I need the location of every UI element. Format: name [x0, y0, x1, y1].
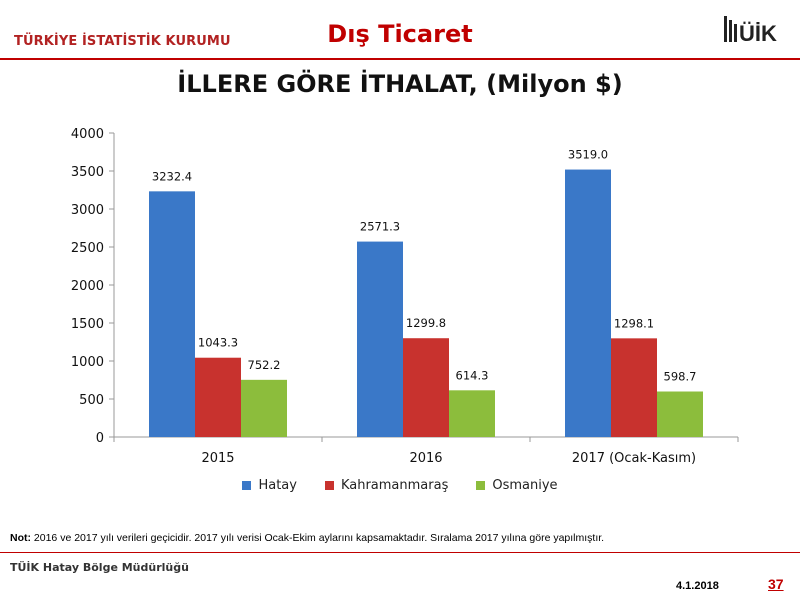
legend-label-osmaniye: Osmaniye: [492, 478, 558, 493]
y-tick-label: 1500: [71, 317, 104, 332]
legend-item-kahramanmaras: Kahramanmaraş: [324, 478, 449, 493]
bar-hatay: [565, 169, 611, 437]
header-divider: [0, 58, 800, 60]
bar-kahramanmaraş: [403, 338, 449, 437]
y-tick-label: 4000: [71, 127, 104, 142]
y-tick-label: 0: [96, 431, 104, 446]
bar-kahramanmaraş: [611, 338, 657, 437]
page-number: 37: [768, 576, 784, 592]
legend-item-osmaniye: Osmaniye: [476, 478, 558, 493]
legend-label-hatay: Hatay: [258, 478, 297, 493]
section-title: Dış Ticaret: [327, 20, 473, 48]
legend: Hatay Kahramanmaraş Osmaniye: [0, 478, 800, 493]
data-label: 3232.4: [152, 169, 192, 183]
data-label: 2571.3: [360, 220, 400, 234]
legend-swatch-kahramanmaras: [324, 481, 334, 490]
y-tick-label: 2000: [71, 279, 104, 294]
y-tick-label: 3000: [71, 203, 104, 218]
svg-text:ÜİK: ÜİK: [739, 21, 777, 46]
bar-osmaniye: [241, 379, 287, 437]
data-label: 614.3: [456, 368, 489, 382]
footer-divider: [0, 552, 800, 553]
y-tick-label: 3500: [71, 165, 104, 180]
bar-hatay: [149, 191, 195, 437]
bar-osmaniye: [657, 391, 703, 437]
organization-name: TÜRKİYE İSTATİSTİK KURUMU: [14, 34, 231, 49]
data-label: 752.2: [248, 358, 281, 372]
data-label: 1299.8: [406, 316, 446, 330]
legend-swatch-osmaniye: [476, 481, 486, 490]
x-category-label: 2015: [201, 451, 234, 466]
office-name: TÜİK Hatay Bölge Müdürlüğü: [10, 561, 189, 574]
chart-title: İLLERE GÖRE İTHALAT, (Milyon $): [177, 70, 623, 98]
y-tick-label: 1000: [71, 355, 104, 370]
bar-kahramanmaraş: [195, 357, 241, 437]
bar-hatay: [357, 241, 403, 437]
bar-osmaniye: [449, 390, 495, 437]
data-label: 1298.1: [614, 316, 654, 330]
footnote-text: 2016 ve 2017 yılı verileri geçicidir. 20…: [31, 532, 605, 544]
legend-label-kahramanmaras: Kahramanmaraş: [340, 478, 449, 493]
data-label: 1043.3: [198, 336, 238, 350]
data-label: 3519.0: [568, 148, 608, 162]
y-tick-label: 500: [79, 393, 104, 408]
x-category-label: 2017 (Ocak-Kasım): [572, 451, 696, 466]
footnote-label: Not:: [10, 532, 31, 544]
bar-chart: 0 500 1000 1500 2000 2500 3000 3500 4000 3232.4 10…: [71, 127, 739, 466]
legend-swatch-hatay: [242, 481, 252, 490]
legend-item-hatay: Hatay: [242, 478, 297, 493]
y-tick-label: 2500: [71, 241, 104, 256]
publication-date: 4.1.2018: [676, 580, 719, 592]
data-label: 598.7: [664, 369, 697, 383]
footnote: Not: 2016 ve 2017 yılı verileri geçicidi…: [10, 532, 604, 544]
tuik-logo: ÜİK: [724, 16, 777, 46]
x-category-label: 2016: [409, 451, 442, 466]
